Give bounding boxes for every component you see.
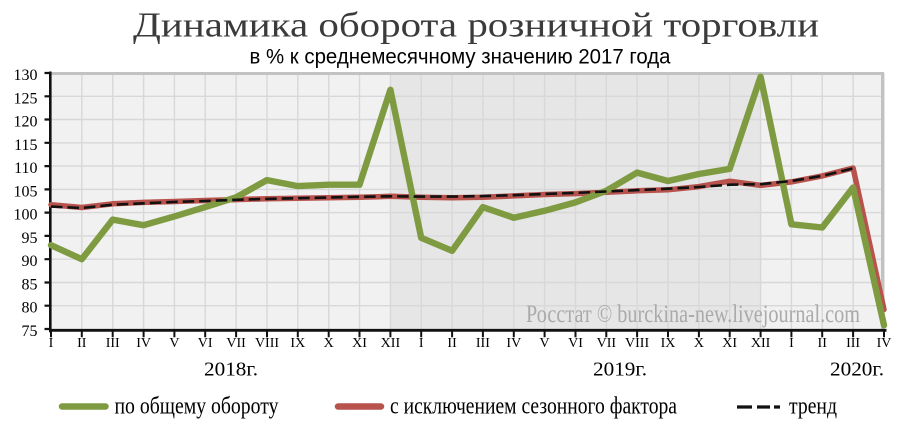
svg-text:VII: VII	[597, 336, 617, 351]
svg-text:75: 75	[22, 323, 38, 340]
svg-text:105: 105	[14, 183, 38, 200]
svg-text:VIII: VIII	[255, 336, 279, 351]
svg-text:XII: XII	[381, 336, 401, 351]
svg-text:III: III	[106, 336, 120, 351]
svg-text:125: 125	[14, 90, 38, 107]
svg-text:2018г.: 2018г.	[204, 359, 258, 381]
svg-text:VI: VI	[198, 336, 213, 351]
svg-text:V: V	[169, 336, 179, 351]
svg-text:XI: XI	[352, 336, 367, 351]
svg-text:V: V	[540, 336, 550, 351]
svg-text:тренд: тренд	[789, 394, 837, 420]
svg-text:II: II	[447, 336, 457, 351]
svg-text:III: III	[476, 336, 490, 351]
svg-text:IV: IV	[136, 336, 151, 351]
svg-text:в % к среднемесячному значению: в % к среднемесячному значению 2017 года	[250, 46, 671, 69]
svg-text:80: 80	[22, 300, 38, 317]
svg-text:I: I	[49, 336, 54, 351]
svg-text:I: I	[419, 336, 424, 351]
svg-text:130: 130	[14, 67, 38, 84]
svg-text:Динамика оборота розничной тор: Динамика оборота розничной торговли	[133, 6, 819, 45]
svg-text:с исключением сезонного факто: с исключением сезонного фактора	[390, 394, 677, 420]
svg-text:100: 100	[14, 207, 38, 224]
svg-text:XI: XI	[722, 336, 737, 351]
svg-text:VII: VII	[226, 336, 246, 351]
svg-text:IV: IV	[877, 336, 892, 351]
svg-text:III: III	[846, 336, 860, 351]
svg-text:II: II	[77, 336, 87, 351]
svg-text:85: 85	[22, 277, 38, 294]
svg-text:Росстат © burckina-new.livejou: Росстат © burckina-new.livejournal.com	[526, 301, 860, 328]
svg-text:95: 95	[22, 230, 38, 247]
svg-text:2019г.: 2019г.	[593, 359, 647, 381]
svg-text:IX: IX	[290, 336, 305, 351]
svg-text:IX: IX	[661, 336, 676, 351]
svg-text:XII: XII	[751, 336, 771, 351]
svg-text:90: 90	[22, 253, 38, 270]
svg-text:по общему обороту: по общему обороту	[115, 394, 279, 420]
svg-text:120: 120	[14, 114, 38, 131]
svg-text:110: 110	[14, 160, 37, 177]
svg-text:I: I	[789, 336, 794, 351]
svg-text:VI: VI	[568, 336, 583, 351]
svg-text:IV: IV	[506, 336, 521, 351]
svg-text:VIII: VIII	[625, 336, 649, 351]
svg-text:X: X	[324, 336, 334, 351]
svg-text:115: 115	[14, 137, 37, 154]
svg-text:II: II	[818, 336, 828, 351]
svg-text:X: X	[694, 336, 704, 351]
svg-text:2020г.: 2020г.	[830, 359, 884, 381]
